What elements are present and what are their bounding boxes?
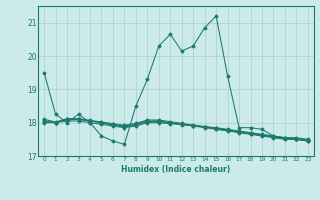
X-axis label: Humidex (Indice chaleur): Humidex (Indice chaleur)	[121, 165, 231, 174]
